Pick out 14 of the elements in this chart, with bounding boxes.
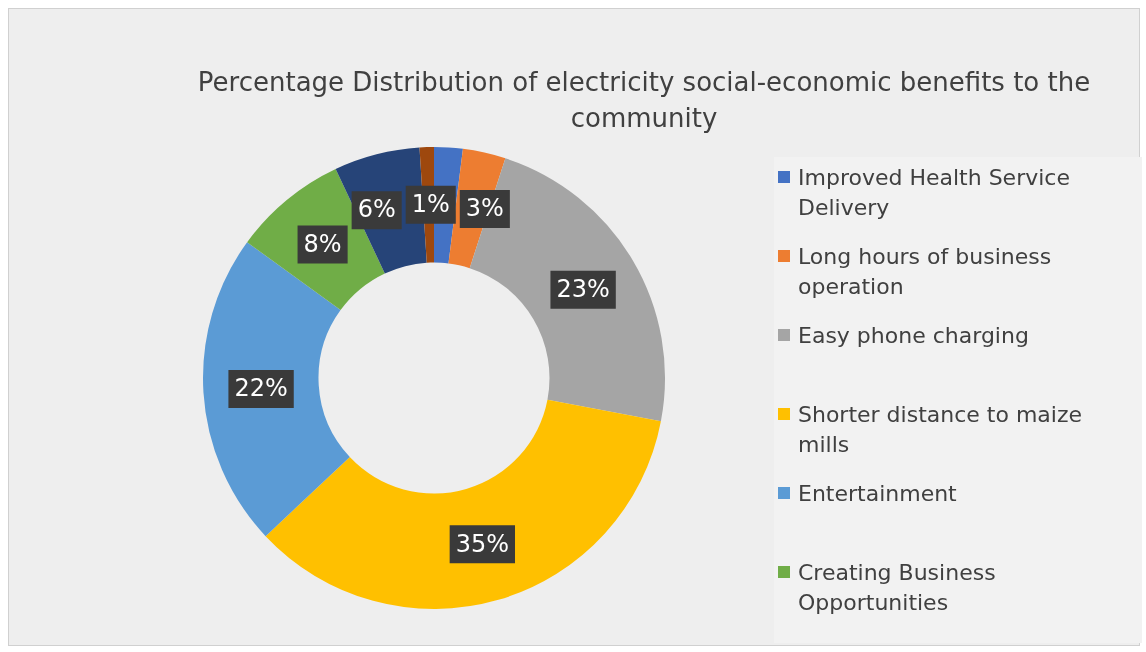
legend-label: Shorter distance to maize mills — [798, 401, 1083, 459]
chart-title: Percentage Distribution of electricity social-economic benefits to the community — [196, 66, 1092, 135]
data-label: 3% — [465, 194, 504, 223]
legend-label: Creating Business Opportunities — [798, 559, 997, 617]
data-label: 6% — [357, 195, 396, 224]
data-label: 8% — [303, 229, 342, 258]
data-label: 1% — [411, 190, 450, 219]
data-label: 22% — [234, 374, 288, 403]
data-label: 23% — [556, 275, 610, 304]
legend-label: Long hours of business operation — [798, 243, 1053, 301]
legend-label: Easy phone charging — [798, 322, 1029, 350]
legend-label: Entertainment — [798, 480, 957, 508]
legend-label: Improved Health Service Delivery — [798, 164, 1071, 222]
data-label: 35% — [455, 529, 510, 558]
